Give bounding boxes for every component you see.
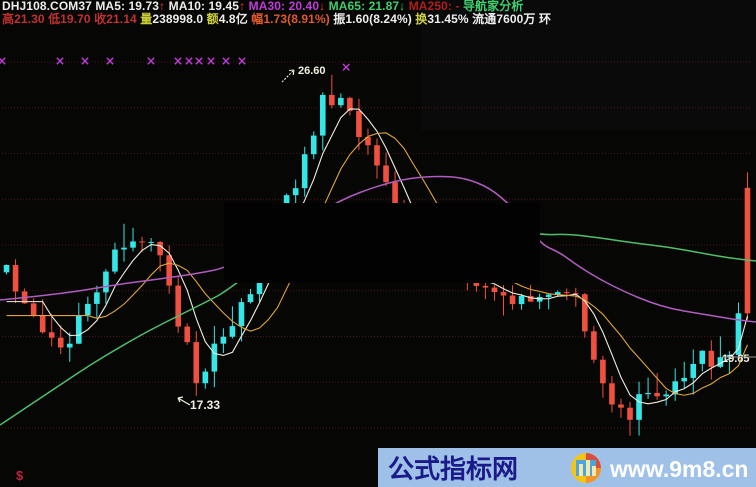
- svg-text:公式指标网: 公式指标网: [388, 454, 518, 484]
- svg-text:$: $: [16, 468, 24, 483]
- svg-text:17.33: 17.33: [190, 398, 220, 412]
- svg-text:19.65: 19.65: [722, 353, 750, 365]
- svg-text:www.9m8.cn: www.9m8.cn: [609, 456, 748, 482]
- svg-text:26.60: 26.60: [298, 65, 326, 77]
